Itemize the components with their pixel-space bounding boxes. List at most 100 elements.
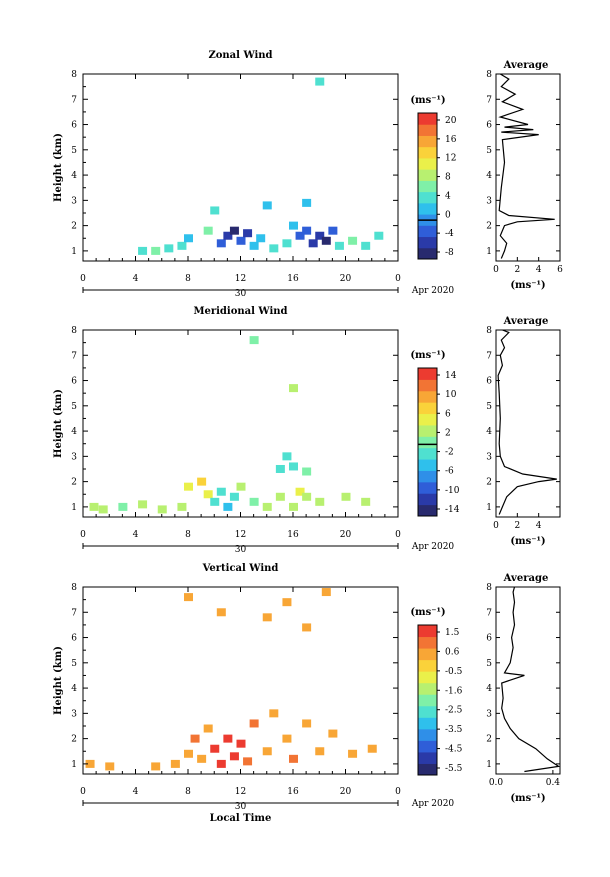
heatmap-cell — [98, 505, 108, 514]
heatmap-cell — [315, 497, 325, 506]
colorbar-segment — [418, 436, 437, 449]
average-frame — [495, 329, 561, 518]
y-tick-label: 1 — [71, 503, 77, 513]
colorbar-segment — [418, 705, 437, 718]
heatmap-cell — [249, 241, 259, 250]
average-title: Average — [503, 573, 549, 584]
y-tick-label: 8 — [71, 70, 77, 80]
y-tick-label: 2 — [71, 222, 77, 232]
day-label: 30 — [235, 289, 247, 299]
heatmap-cell — [321, 588, 331, 597]
y-tick-label: 7 — [71, 351, 77, 361]
y-tick-label: 5 — [71, 402, 77, 412]
heatmap-cell — [216, 759, 226, 768]
avg-y-tick-label: 2 — [486, 735, 492, 745]
heatmap-cell — [203, 490, 213, 499]
avg-x-tick-label: 0 — [493, 521, 499, 531]
heatmap-cell — [184, 593, 193, 602]
avg-y-tick-label: 7 — [486, 95, 492, 105]
heatmap-cell — [210, 744, 220, 753]
colorbar-frame — [417, 367, 438, 517]
y-tick-label: 2 — [71, 735, 77, 745]
x-tick-label: 16 — [287, 787, 299, 797]
y-tick-label: 4 — [71, 171, 77, 181]
heatmap-cell — [361, 241, 371, 250]
avg-y-tick-label: 3 — [486, 452, 492, 462]
heatmap-cell — [105, 762, 115, 771]
y-tick-label: 1 — [71, 247, 77, 257]
y-tick-label: 5 — [71, 659, 77, 669]
x-tick-label: 4 — [133, 787, 139, 797]
heatmap-cell — [151, 762, 161, 771]
date-label: Apr 2020 — [411, 286, 455, 296]
heatmap-cell — [269, 709, 279, 718]
heatmap-cell — [223, 502, 233, 511]
x-tick-label: 4 — [133, 274, 139, 284]
average-frame — [495, 73, 561, 262]
y-tick-label: 3 — [71, 452, 77, 462]
colorbar-segment — [418, 763, 437, 776]
heatmap-cell — [236, 236, 246, 245]
colorbar-segment — [418, 135, 437, 148]
avg-x-tick-label: 4 — [536, 521, 542, 531]
colorbar-tick-label: -2 — [445, 448, 454, 458]
average-unit: (ms⁻¹) — [510, 536, 545, 547]
x-tick-label: 20 — [340, 274, 352, 284]
y-tick-label: 4 — [71, 427, 77, 437]
avg-y-tick-label: 6 — [486, 634, 492, 644]
y-tick-label: 3 — [71, 196, 77, 206]
colorbar-segment — [418, 236, 437, 249]
heatmap-cell — [229, 492, 239, 501]
x-tick-label: 12 — [235, 530, 246, 540]
heatmap-cell — [210, 206, 220, 215]
heatmap-cell — [243, 229, 253, 238]
y-tick-label: 6 — [71, 634, 77, 644]
colorbar-segment — [418, 740, 437, 753]
heatmap-cell — [223, 734, 233, 743]
heatmap-cell — [367, 744, 377, 753]
colorbar-tick-label: -2.5 — [445, 706, 463, 716]
heatmap-cell — [315, 77, 325, 86]
heatmap-cell — [302, 226, 312, 235]
colorbar-segment — [418, 447, 437, 460]
avg-y-tick-label: 8 — [486, 583, 492, 593]
avg-y-tick-label: 6 — [486, 377, 492, 387]
colorbar-frame — [417, 624, 438, 776]
heatmap-cell — [157, 505, 167, 514]
heatmap-cell — [236, 482, 246, 491]
heatmap-cell — [203, 724, 213, 733]
heatmap-cell — [269, 244, 279, 253]
heatmap-cell — [282, 598, 292, 607]
heatmap-cell — [197, 477, 207, 486]
avg-y-tick-label: 1 — [486, 247, 492, 257]
heatmap-cell — [302, 719, 312, 728]
average-profile-line — [498, 73, 555, 259]
colorbar-segment — [418, 157, 437, 170]
colorbar-tick-label: 12 — [445, 154, 456, 164]
colorbar-tick-label: 0 — [445, 210, 451, 220]
heatmap-cell — [184, 234, 193, 243]
colorbar-segment — [418, 694, 437, 707]
x-tick-label: 16 — [287, 274, 299, 284]
heatmap-cell — [262, 613, 272, 622]
heatmap-cell — [289, 384, 298, 393]
x-tick-label: 8 — [185, 530, 191, 540]
x-tick-label: 20 — [340, 530, 352, 540]
heatmap-cell — [184, 749, 193, 758]
heatmap-cell — [282, 734, 292, 743]
x-tick-label: 8 — [185, 787, 191, 797]
y-tick-label: 3 — [71, 709, 77, 719]
heatmap-cell — [184, 482, 193, 491]
average-unit: (ms⁻¹) — [510, 280, 545, 291]
avg-y-tick-label: 8 — [486, 326, 492, 336]
colorbar-segment — [418, 671, 437, 684]
colorbar-tick-label: 16 — [445, 135, 457, 145]
y-tick-label: 4 — [71, 684, 77, 694]
heatmap-cell — [328, 226, 338, 235]
average-unit: (ms⁻¹) — [510, 793, 545, 804]
heatmap-cell — [348, 749, 358, 758]
avg-y-tick-label: 4 — [486, 427, 492, 437]
colorbar-tick-label: 14 — [445, 371, 457, 381]
colorbar-segment — [418, 459, 437, 471]
avg-x-tick-label: 0.4 — [546, 778, 561, 788]
